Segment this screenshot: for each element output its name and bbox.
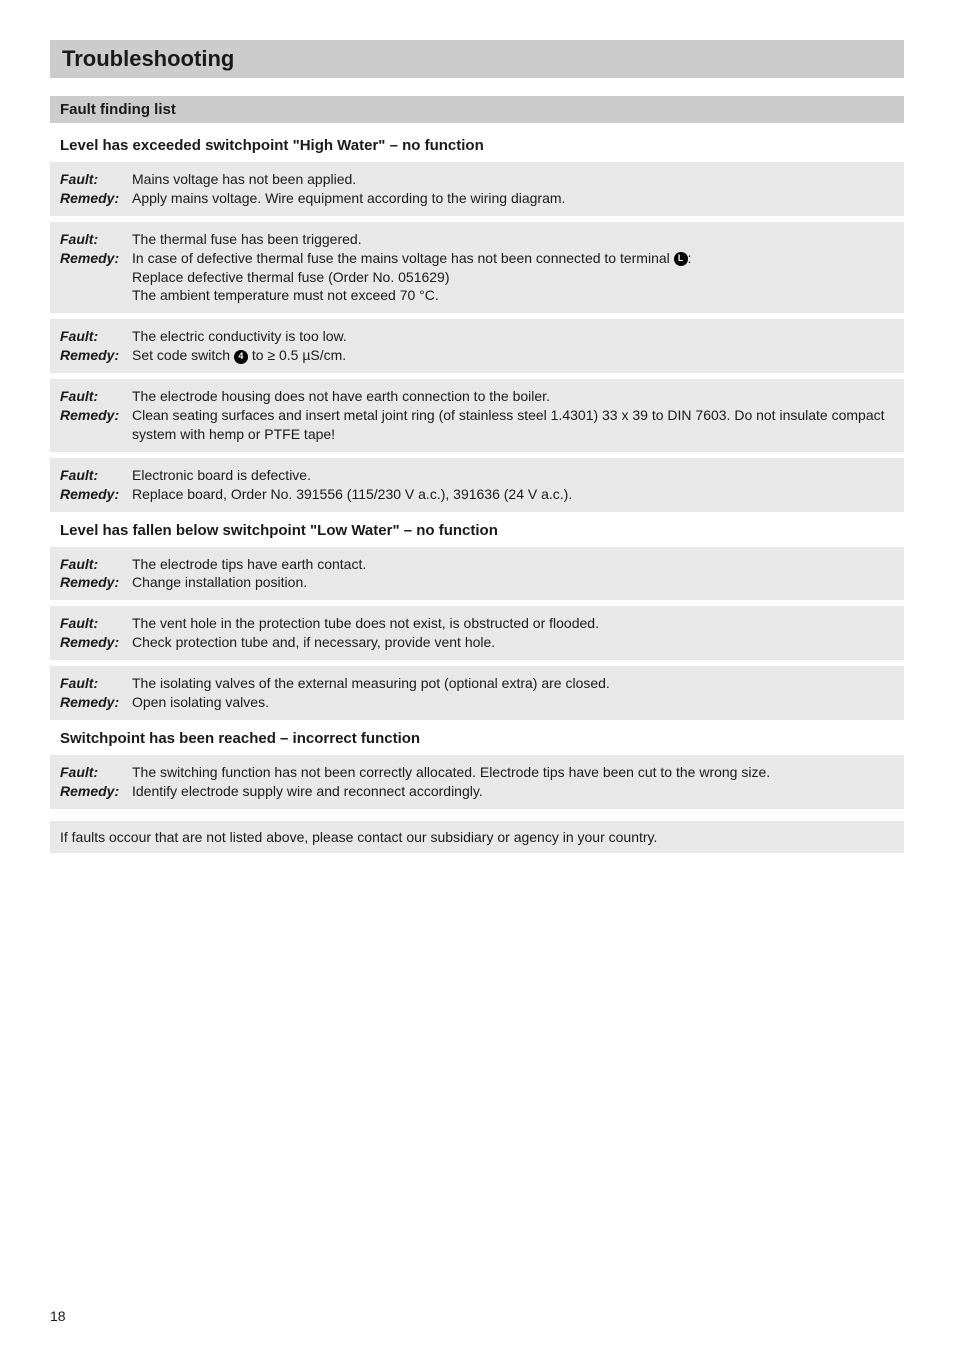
remedy-label: Remedy:	[60, 346, 132, 365]
fault-label: Fault:	[60, 387, 132, 406]
group2-heading: Level has fallen below switchpoint "Low …	[50, 518, 904, 543]
page-title-bar: Troubleshooting	[50, 40, 904, 78]
terminal-badge-icon: L	[674, 252, 688, 266]
fault-label: Fault:	[60, 763, 132, 782]
remedy-label: Remedy:	[60, 573, 132, 592]
remedy-label: Remedy:	[60, 485, 132, 504]
fault-text: The vent hole in the protection tube doe…	[132, 614, 894, 633]
remedy-text: Check protection tube and, if necessary,…	[132, 633, 894, 652]
fault-text: Electronic board is defective.	[132, 466, 894, 485]
fault-label: Fault:	[60, 466, 132, 485]
fault-text: The electric conductivity is too low.	[132, 327, 894, 346]
fault-block: Fault: The vent hole in the protection t…	[50, 606, 904, 660]
page-title: Troubleshooting	[62, 46, 892, 72]
fault-block: Fault: Electronic board is defective. Re…	[50, 458, 904, 512]
fault-block: Fault: Mains voltage has not been applie…	[50, 162, 904, 216]
fault-text: The switching function has not been corr…	[132, 763, 894, 782]
page-number: 18	[50, 1308, 66, 1324]
remedy-text: Apply mains voltage. Wire equipment acco…	[132, 189, 894, 208]
fault-block: Fault: The electrode tips have earth con…	[50, 547, 904, 601]
fault-label: Fault:	[60, 327, 132, 346]
remedy-label: Remedy:	[60, 782, 132, 801]
fault-block: Fault: The isolating valves of the exter…	[50, 666, 904, 720]
fault-label: Fault:	[60, 230, 132, 249]
fault-block: Fault: The electrode housing does not ha…	[50, 379, 904, 452]
fault-label: Fault:	[60, 674, 132, 693]
fault-text: The isolating valves of the external mea…	[132, 674, 894, 693]
footnote: If faults occour that are not listed abo…	[50, 821, 904, 853]
remedy-label: Remedy:	[60, 189, 132, 208]
fault-block: Fault: The electric conductivity is too …	[50, 319, 904, 373]
remedy-text: Identify electrode supply wire and recon…	[132, 782, 894, 801]
remedy-text: Change installation position.	[132, 573, 894, 592]
group3-heading: Switchpoint has been reached – incorrect…	[50, 726, 904, 751]
fault-text: Mains voltage has not been applied.	[132, 170, 894, 189]
remedy-label: Remedy:	[60, 633, 132, 652]
remedy-text: Replace board, Order No. 391556 (115/230…	[132, 485, 894, 504]
remedy-text: Set code switch 4 to ≥ 0.5 µS/cm.	[132, 346, 894, 365]
code-switch-badge-icon: 4	[234, 350, 248, 364]
fault-label: Fault:	[60, 170, 132, 189]
fault-text: The electrode tips have earth contact.	[132, 555, 894, 574]
fault-label: Fault:	[60, 614, 132, 633]
fault-block: Fault: The thermal fuse has been trigger…	[50, 222, 904, 314]
remedy-label: Remedy:	[60, 249, 132, 306]
fault-text: The thermal fuse has been triggered.	[132, 230, 894, 249]
remedy-text: Clean seating surfaces and insert metal …	[132, 406, 894, 444]
remedy-text: In case of defective thermal fuse the ma…	[132, 249, 894, 306]
group1-heading: Level has exceeded switchpoint "High Wat…	[50, 133, 904, 158]
fault-block: Fault: The switching function has not be…	[50, 755, 904, 809]
remedy-label: Remedy:	[60, 406, 132, 444]
fault-label: Fault:	[60, 555, 132, 574]
remedy-label: Remedy:	[60, 693, 132, 712]
remedy-text: Open isolating valves.	[132, 693, 894, 712]
fault-text: The electrode housing does not have eart…	[132, 387, 894, 406]
section-header: Fault finding list	[50, 96, 904, 123]
